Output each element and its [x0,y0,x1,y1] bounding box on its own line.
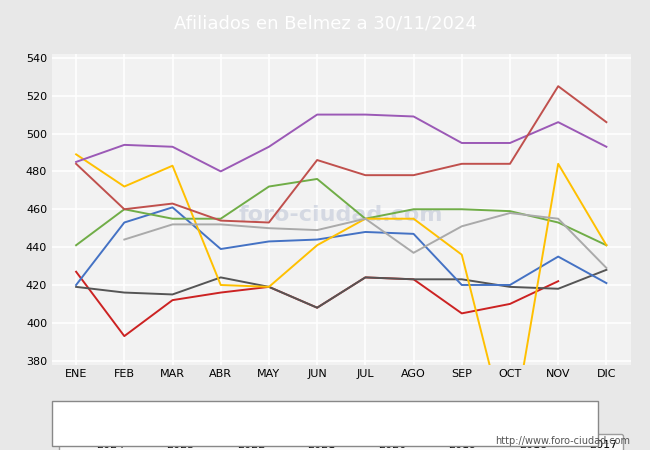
Text: http://www.foro-ciudad.com: http://www.foro-ciudad.com [495,436,630,446]
Legend: 2024, 2023, 2022, 2021, 2020, 2019, 2018, 2017: 2024, 2023, 2022, 2021, 2020, 2019, 2018… [59,434,623,450]
Text: foro-ciudad.com: foro-ciudad.com [239,206,443,225]
FancyBboxPatch shape [52,400,598,446]
Text: Afiliados en Belmez a 30/11/2024: Afiliados en Belmez a 30/11/2024 [174,14,476,33]
